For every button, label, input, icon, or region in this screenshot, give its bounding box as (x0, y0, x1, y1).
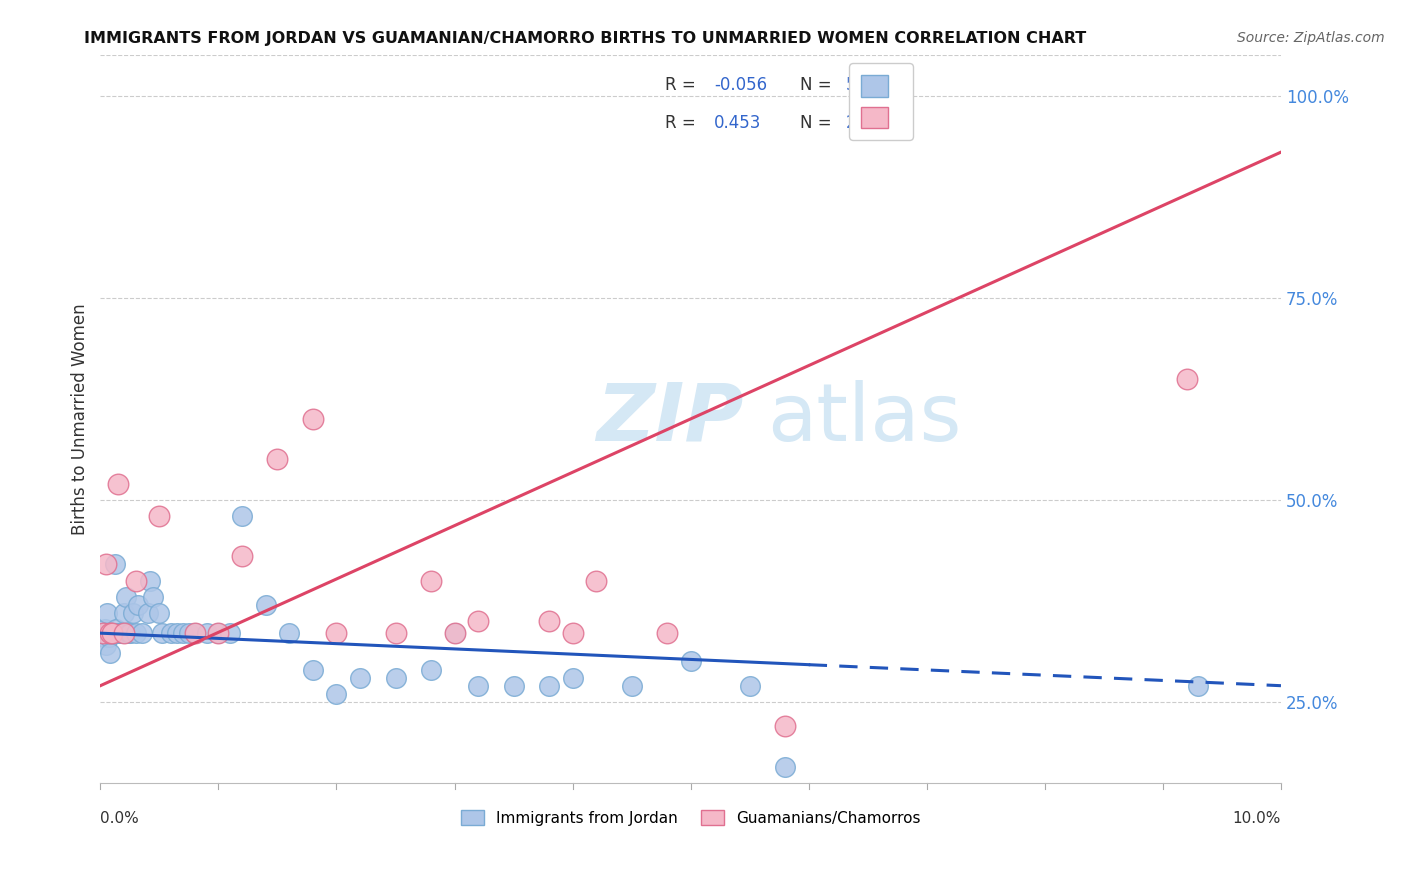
Point (93, 630, 115, 644)
Point (118, 626, 141, 640)
Point (103, 558, 125, 572)
Text: Source: ZipAtlas.com: Source: ZipAtlas.com (1237, 31, 1385, 45)
Point (150, 626, 173, 640)
Point (585, 574, 607, 588)
Y-axis label: Births to Unmarried Women: Births to Unmarried Women (72, 303, 89, 534)
Point (302, 663, 325, 677)
Point (177, 626, 200, 640)
Point (443, 626, 465, 640)
Point (349, 671, 371, 685)
Point (325, 687, 347, 701)
Point (384, 671, 406, 685)
Text: ZIP: ZIP (596, 380, 744, 458)
Text: 0.453: 0.453 (714, 114, 762, 132)
Text: 52: 52 (845, 76, 866, 94)
Point (98, 626, 121, 640)
Point (1175, 371, 1198, 385)
Text: -0.056: -0.056 (714, 76, 768, 94)
Text: 24: 24 (845, 114, 866, 132)
Point (537, 614, 560, 628)
Text: R =: R = (665, 76, 700, 94)
Point (502, 679, 524, 693)
Text: IMMIGRANTS FROM JORDAN VS GUAMANIAN/CHAMORRO BIRTHS TO UNMARRIED WOMEN CORRELATI: IMMIGRANTS FROM JORDAN VS GUAMANIAN/CHAM… (84, 31, 1087, 46)
Point (773, 719, 796, 733)
Point (537, 679, 560, 693)
Point (166, 626, 188, 640)
Point (104, 622, 127, 636)
Point (97, 630, 120, 644)
Point (278, 626, 301, 640)
Point (115, 590, 138, 604)
Text: 10.0%: 10.0% (1233, 811, 1281, 826)
Point (467, 679, 489, 693)
Point (773, 759, 796, 773)
Point (148, 606, 170, 620)
Point (136, 606, 159, 620)
Text: N =: N = (800, 114, 838, 132)
Point (122, 606, 145, 620)
Point (207, 626, 229, 640)
Point (207, 626, 229, 640)
Point (325, 626, 347, 640)
Point (96, 558, 118, 572)
Point (98, 646, 121, 660)
Point (96, 638, 118, 652)
Point (112, 606, 135, 620)
Point (254, 598, 277, 612)
Text: R =: R = (665, 114, 700, 132)
Point (101, 626, 124, 640)
Point (679, 655, 702, 669)
Point (184, 626, 207, 640)
Point (195, 626, 218, 640)
Point (160, 626, 183, 640)
Point (139, 574, 162, 588)
Point (107, 626, 129, 640)
Point (266, 452, 288, 467)
Point (443, 626, 465, 640)
Legend: , : , (849, 63, 912, 140)
Point (125, 626, 148, 640)
Point (91, 626, 114, 640)
Point (91, 626, 114, 640)
Point (127, 598, 149, 612)
Point (655, 626, 678, 640)
Point (561, 671, 583, 685)
Point (231, 508, 253, 523)
Point (419, 574, 441, 588)
Point (231, 549, 253, 564)
Point (302, 412, 325, 426)
Text: N =: N = (800, 76, 838, 94)
Point (112, 626, 135, 640)
Point (118, 626, 141, 640)
Point (108, 626, 131, 640)
Point (94, 622, 117, 636)
Text: atlas: atlas (768, 380, 962, 458)
Text: 0.0%: 0.0% (100, 811, 139, 826)
Point (219, 626, 242, 640)
Point (620, 679, 643, 693)
Point (1187, 679, 1209, 693)
Point (384, 626, 406, 640)
Point (125, 574, 148, 588)
Point (148, 508, 170, 523)
Point (184, 626, 207, 640)
Point (172, 626, 194, 640)
Point (110, 626, 132, 640)
Point (467, 614, 489, 628)
Point (101, 626, 124, 640)
Point (131, 626, 153, 640)
Point (96, 606, 118, 620)
Point (142, 590, 165, 604)
Point (561, 626, 583, 640)
Point (107, 476, 129, 491)
Point (738, 679, 761, 693)
Point (419, 663, 441, 677)
